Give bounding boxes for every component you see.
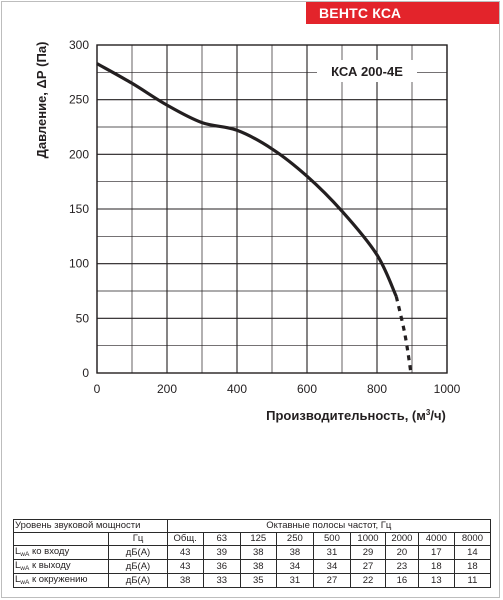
row-value: 34 bbox=[312, 559, 352, 574]
table-row: LwA к выходу дБ(А) 43 36 38 34 34 27 23 … bbox=[12, 559, 492, 574]
row-value: 18 bbox=[453, 559, 492, 574]
table-row: LwA ко входу дБ(А) 43 39 38 38 31 29 20 … bbox=[12, 545, 492, 560]
x-tick-label: 1000 bbox=[434, 382, 461, 396]
band-header: 500 bbox=[312, 532, 352, 546]
y-tick-label: 250 bbox=[69, 93, 89, 107]
x-axis-label-sup: 3 bbox=[426, 408, 431, 417]
x-tick-label: 0 bbox=[94, 382, 101, 396]
header-empty-cell bbox=[12, 532, 110, 546]
row-value: 33 bbox=[202, 573, 241, 588]
plot-border bbox=[96, 44, 448, 374]
row-value: 31 bbox=[312, 545, 352, 560]
band-header: 250 bbox=[275, 532, 314, 546]
x-axis-label-tail: /ч) bbox=[430, 408, 446, 423]
total-header: Общ. bbox=[166, 532, 204, 546]
bands-title: Октавные полосы частот, Гц bbox=[166, 519, 492, 533]
band-header: 63 bbox=[202, 532, 241, 546]
x-axis-label-main: Производительность, (м bbox=[266, 408, 426, 423]
row-label-prefix: L bbox=[15, 574, 21, 586]
x-tick-label: 200 bbox=[157, 382, 177, 396]
row-value: 11 bbox=[453, 573, 492, 588]
row-label-sub: wA bbox=[20, 579, 30, 586]
row-value: 13 bbox=[417, 573, 455, 588]
band-header: 1000 bbox=[350, 532, 386, 546]
row-value: 38 bbox=[239, 559, 277, 574]
y-tick-label: 0 bbox=[82, 366, 89, 380]
brand-banner: ВЕНТС КСА bbox=[306, 2, 499, 24]
x-tick-label: 400 bbox=[227, 382, 247, 396]
row-total: 38 bbox=[166, 573, 204, 588]
row-label-text: к выходу bbox=[29, 560, 71, 572]
row-label-text: ко входу bbox=[29, 546, 70, 558]
row-unit: дБ(А) bbox=[108, 573, 168, 588]
y-tick-label: 50 bbox=[76, 311, 90, 325]
band-header: 4000 bbox=[417, 532, 455, 546]
row-value: 22 bbox=[350, 573, 386, 588]
y-axis-label: Давление, ΔР (Па) bbox=[34, 42, 49, 159]
row-label-text: к окружению bbox=[29, 574, 88, 586]
chart-labels: Давление, ΔР (Па) Производительность, (м… bbox=[34, 38, 461, 423]
band-header: 2000 bbox=[384, 532, 419, 546]
row-label-sub: wA bbox=[20, 565, 30, 572]
row-label-sub: wA bbox=[20, 551, 30, 558]
y-tick-label: 150 bbox=[69, 202, 89, 216]
row-value: 31 bbox=[275, 573, 314, 588]
row-value: 20 bbox=[384, 545, 419, 560]
x-tick-label: 800 bbox=[367, 382, 387, 396]
row-value: 23 bbox=[384, 559, 419, 574]
row-label: LwA к выходу bbox=[12, 559, 110, 574]
row-value: 27 bbox=[312, 573, 352, 588]
row-value: 29 bbox=[350, 545, 386, 560]
row-value: 17 bbox=[417, 545, 455, 560]
row-total: 43 bbox=[166, 559, 204, 574]
row-value: 27 bbox=[350, 559, 386, 574]
row-value: 38 bbox=[239, 545, 277, 560]
row-label-prefix: L bbox=[15, 560, 21, 572]
band-header: 8000 bbox=[453, 532, 492, 546]
x-axis-label: Производительность, (м3/ч) bbox=[266, 408, 446, 423]
performance-curve-dashed bbox=[394, 296, 413, 374]
row-value: 38 bbox=[275, 545, 314, 560]
chart-axes bbox=[96, 44, 448, 374]
sound-table-title: Уровень звуковой мощности bbox=[13, 519, 168, 533]
table-row: LwA к окружению дБ(А) 38 33 35 31 27 22 … bbox=[12, 573, 492, 588]
row-label: LwA к окружению bbox=[12, 573, 110, 588]
performance-curve-solid bbox=[96, 62, 398, 298]
row-value: 39 bbox=[202, 545, 241, 560]
y-tick-label: 200 bbox=[69, 147, 89, 161]
row-unit: дБ(А) bbox=[108, 545, 168, 560]
sound-table-header-row-2: Гц Общ. 63 125 250 500 1000 2000 4000 80… bbox=[12, 532, 492, 546]
row-value: 35 bbox=[239, 573, 277, 588]
y-tick-label: 100 bbox=[69, 257, 89, 271]
row-unit: дБ(А) bbox=[108, 559, 168, 574]
performance-chart: Давление, ΔР (Па) Производительность, (м… bbox=[34, 38, 461, 423]
band-header: 125 bbox=[239, 532, 277, 546]
row-value: 14 bbox=[453, 545, 492, 560]
row-value: 16 bbox=[384, 573, 419, 588]
annotation-text: КСА 200-4Е bbox=[331, 64, 403, 79]
row-label-prefix: L bbox=[15, 546, 21, 558]
annotation-background bbox=[317, 60, 417, 82]
x-tick-label: 600 bbox=[297, 382, 317, 396]
row-value: 36 bbox=[202, 559, 241, 574]
row-label: LwA ко входу bbox=[12, 545, 110, 560]
unit-header: Гц bbox=[108, 532, 168, 546]
row-value: 18 bbox=[417, 559, 455, 574]
y-tick-label: 300 bbox=[69, 38, 89, 52]
row-value: 34 bbox=[275, 559, 314, 574]
row-total: 43 bbox=[166, 545, 204, 560]
curve-group bbox=[96, 62, 413, 374]
model-annotation: КСА 200-4Е bbox=[317, 60, 417, 82]
sound-power-table: Уровень звуковой мощности Октавные полос… bbox=[12, 519, 492, 588]
sound-table-header-row-1: Уровень звуковой мощности Октавные полос… bbox=[13, 519, 492, 533]
